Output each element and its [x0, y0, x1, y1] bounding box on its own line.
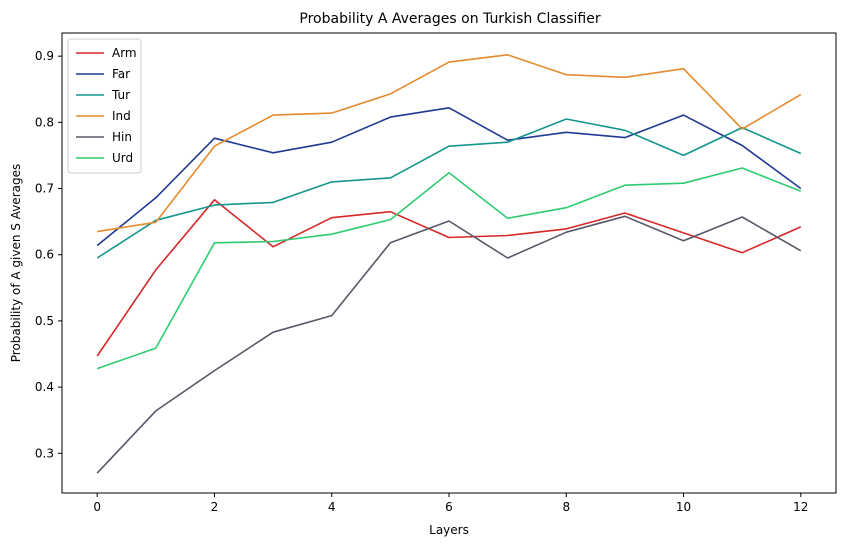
x-tick-label: 0	[93, 500, 101, 514]
y-tick-label: 0.8	[35, 115, 54, 129]
series-lines	[96, 53, 802, 474]
y-axis: 0.3 0.4 0.5 0.6 0.7 0.8 0.9	[35, 49, 62, 460]
y-tick-label: 0.4	[35, 380, 54, 394]
legend-label-ind: Ind	[112, 109, 131, 123]
legend-label-arm: Arm	[112, 46, 137, 60]
series-line-tur	[96, 118, 802, 259]
series-line-urd	[96, 167, 802, 370]
x-axis: 0 2 4 6 8 10 12	[93, 493, 808, 514]
x-tick-label: 8	[562, 500, 570, 514]
y-tick-label: 0.9	[35, 49, 54, 63]
series-line-ind	[97, 53, 802, 233]
x-tick-label: 4	[328, 500, 336, 514]
legend: Arm Far Tur Ind Hin Urd	[67, 38, 142, 174]
x-tick-label: 6	[445, 500, 453, 514]
series-line-hin	[96, 215, 802, 474]
legend-label-tur: Tur	[111, 88, 130, 102]
legend-label-urd: Urd	[112, 151, 133, 165]
y-axis-label: Probability of A given S Averages	[9, 164, 23, 362]
series-line-far	[96, 107, 802, 247]
y-tick-label: 0.3	[35, 446, 54, 460]
plot-area	[61, 32, 837, 494]
legend-label-far: Far	[112, 67, 130, 81]
legend-box	[67, 38, 142, 174]
x-tick-label: 2	[211, 500, 219, 514]
y-tick-label: 0.7	[35, 182, 54, 196]
legend-label-hin: Hin	[112, 130, 132, 144]
y-tick-label: 0.5	[35, 314, 54, 328]
x-axis-label: Layers	[429, 523, 469, 537]
x-tick-label: 12	[793, 500, 808, 514]
series-line-arm	[96, 199, 802, 357]
chart-title: Probability A Averages on Turkish Classi…	[299, 11, 600, 27]
x-tick-label: 10	[676, 500, 691, 514]
y-tick-label: 0.6	[35, 248, 54, 262]
